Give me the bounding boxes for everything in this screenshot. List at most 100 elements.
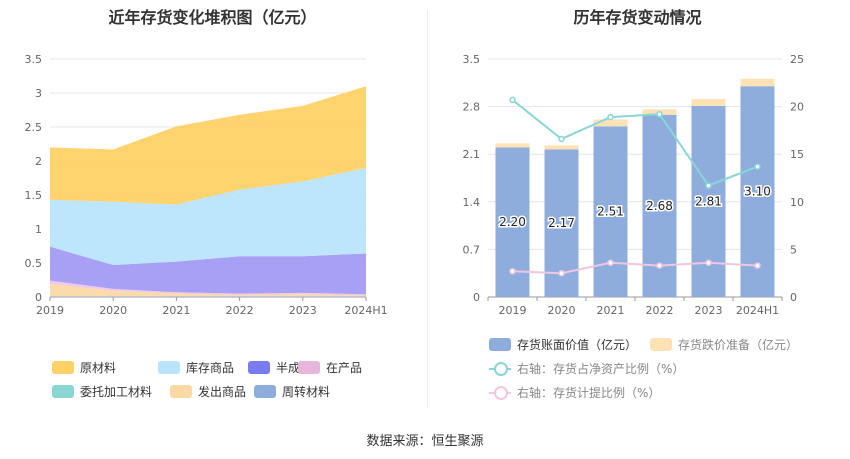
legend-item-finished-goods[interactable]: 库存商品 xyxy=(158,359,234,376)
ratio-line xyxy=(511,99,758,187)
line-point xyxy=(607,259,614,266)
line-point xyxy=(607,113,614,121)
x-tick-label: 2023 xyxy=(695,304,723,317)
y-tick-label: 2.8 xyxy=(463,101,481,114)
y-tick-label: 1 xyxy=(35,223,42,236)
legend-swatch xyxy=(254,385,276,398)
bar-impairment xyxy=(691,99,726,106)
legend-swatch xyxy=(298,361,320,374)
y-tick-label: 2.1 xyxy=(463,148,481,161)
stacked-area-chart: 0 0.5 1 1.5 2 2.5 3 3.5 2019 2020 2021 2022 2023 2024… xyxy=(25,53,388,317)
bar-book-value xyxy=(593,126,628,297)
y2-tick-label: 10 xyxy=(790,196,804,209)
legend-swatch xyxy=(52,385,74,398)
legend-line-marker xyxy=(489,362,511,376)
y2-tick-label: 15 xyxy=(790,148,804,161)
y2-tick-label: 5 xyxy=(790,243,797,256)
legend-item-turnover-materials[interactable]: 周转材料 xyxy=(254,383,330,400)
y-tick-label: 3 xyxy=(35,87,42,100)
bar-value-label: 2.20 xyxy=(499,215,526,229)
line-point xyxy=(509,268,516,275)
bar-value-label: 2.17 xyxy=(548,216,575,230)
area-series xyxy=(50,167,366,266)
bar-impairment xyxy=(593,119,628,127)
bar-impairment xyxy=(544,145,579,150)
x-tick-label: 2022 xyxy=(226,304,254,317)
legend-label: 存货跌价准备（亿元） xyxy=(678,338,799,352)
y-tick-label: 1.4 xyxy=(463,196,481,209)
line-point xyxy=(509,96,516,104)
legend-swatch xyxy=(650,338,672,351)
legend-label: 周转材料 xyxy=(282,385,331,399)
x-tick-label: 2019 xyxy=(36,304,64,317)
legend-item-wip[interactable]: 在产品 xyxy=(298,359,362,376)
line-point xyxy=(558,135,565,143)
area-series xyxy=(50,86,366,205)
x-tick-label: 2021 xyxy=(162,304,190,317)
legend-item-provision-ratio[interactable]: 右轴：存货计提比例（%） xyxy=(489,384,660,401)
bar-value-label: 2.81 xyxy=(695,194,722,208)
legend-item-consigned-materials[interactable]: 委托加工材料 xyxy=(52,383,152,400)
x-tick-label: 2019 xyxy=(499,304,527,317)
line-point xyxy=(656,110,663,118)
legend-label: 存货账面价值（亿元） xyxy=(517,338,638,352)
line-point xyxy=(705,259,712,266)
data-source: 数据来源：恒生聚源 xyxy=(366,434,484,449)
y2-tick-label: 20 xyxy=(790,101,804,114)
x-tick-label: 2020 xyxy=(548,304,576,317)
area-series xyxy=(50,296,366,297)
y-tick-label: 3.5 xyxy=(463,53,481,66)
line-point xyxy=(558,269,565,277)
legend-swatch xyxy=(52,361,74,374)
line-point xyxy=(754,262,761,269)
legend-label: 委托加工材料 xyxy=(80,385,153,399)
legend-label: 右轴：存货占净资产比例（%） xyxy=(517,362,685,376)
legend-label: 在产品 xyxy=(326,361,363,375)
y-tick-label: 2 xyxy=(35,155,42,168)
y2-tick-label: 0 xyxy=(790,291,797,304)
legend-label: 右轴：存货计提比例（%） xyxy=(517,386,661,400)
bar-impairment xyxy=(495,143,530,148)
y-tick-label: 0.5 xyxy=(25,257,43,270)
legend-item-impairment[interactable]: 存货跌价准备（亿元） xyxy=(650,336,798,353)
y2-tick-label: 25 xyxy=(790,53,804,66)
y-tick-label: 0.7 xyxy=(463,243,481,256)
line-point xyxy=(754,163,761,170)
legend-item-raw-materials[interactable]: 原材料 xyxy=(52,359,116,376)
right-chart-title: 历年存货变动情况 xyxy=(573,8,702,27)
x-tick-label: 2021 xyxy=(597,304,625,317)
legend-swatch xyxy=(248,361,270,374)
y-tick-label: 1.5 xyxy=(25,189,43,202)
bar-book-value xyxy=(740,86,775,297)
x-tick-label: 2024H1 xyxy=(736,304,779,317)
ratio-line xyxy=(512,261,758,275)
legend-label: 库存商品 xyxy=(186,361,235,375)
legend-swatch xyxy=(170,385,192,398)
legend-item-goods-shipped[interactable]: 发出商品 xyxy=(170,383,246,400)
bar-value-label: 2.68 xyxy=(646,199,673,213)
x-tick-label: 2022 xyxy=(646,304,674,317)
y-tick-label: 3.5 xyxy=(25,53,43,66)
legend-label: 原材料 xyxy=(80,361,117,375)
legend-line-marker xyxy=(489,386,511,400)
y-tick-label: 0 xyxy=(473,291,480,304)
line-point xyxy=(656,262,663,269)
bar-value-label: 2.51 xyxy=(597,205,624,219)
area-series xyxy=(50,280,366,296)
panel-divider xyxy=(427,10,428,408)
x-tick-label: 2023 xyxy=(289,304,317,317)
legend-swatch xyxy=(489,338,511,351)
x-tick-label: 2020 xyxy=(99,304,127,317)
line-point xyxy=(705,182,712,189)
x-tick-label: 2024H1 xyxy=(344,304,387,317)
legend-item-book-value[interactable]: 存货账面价值（亿元） xyxy=(489,336,637,353)
legend-item-net-asset-ratio[interactable]: 右轴：存货占净资产比例（%） xyxy=(489,360,684,377)
area-series xyxy=(50,284,366,297)
bar-impairment xyxy=(740,78,775,87)
legend-swatch xyxy=(158,361,180,374)
y-tick-label: 0 xyxy=(35,291,42,304)
y-tick-label: 2.5 xyxy=(25,121,43,134)
area-series xyxy=(50,246,366,295)
left-chart-title: 近年存货变化堆积图（亿元） xyxy=(108,8,317,27)
inventory-bar-line-chart: 0 0.7 1.4 2.1 2.8 3.5 0 5 10 15 20 25 2019 2020 2021 20… xyxy=(463,53,805,317)
